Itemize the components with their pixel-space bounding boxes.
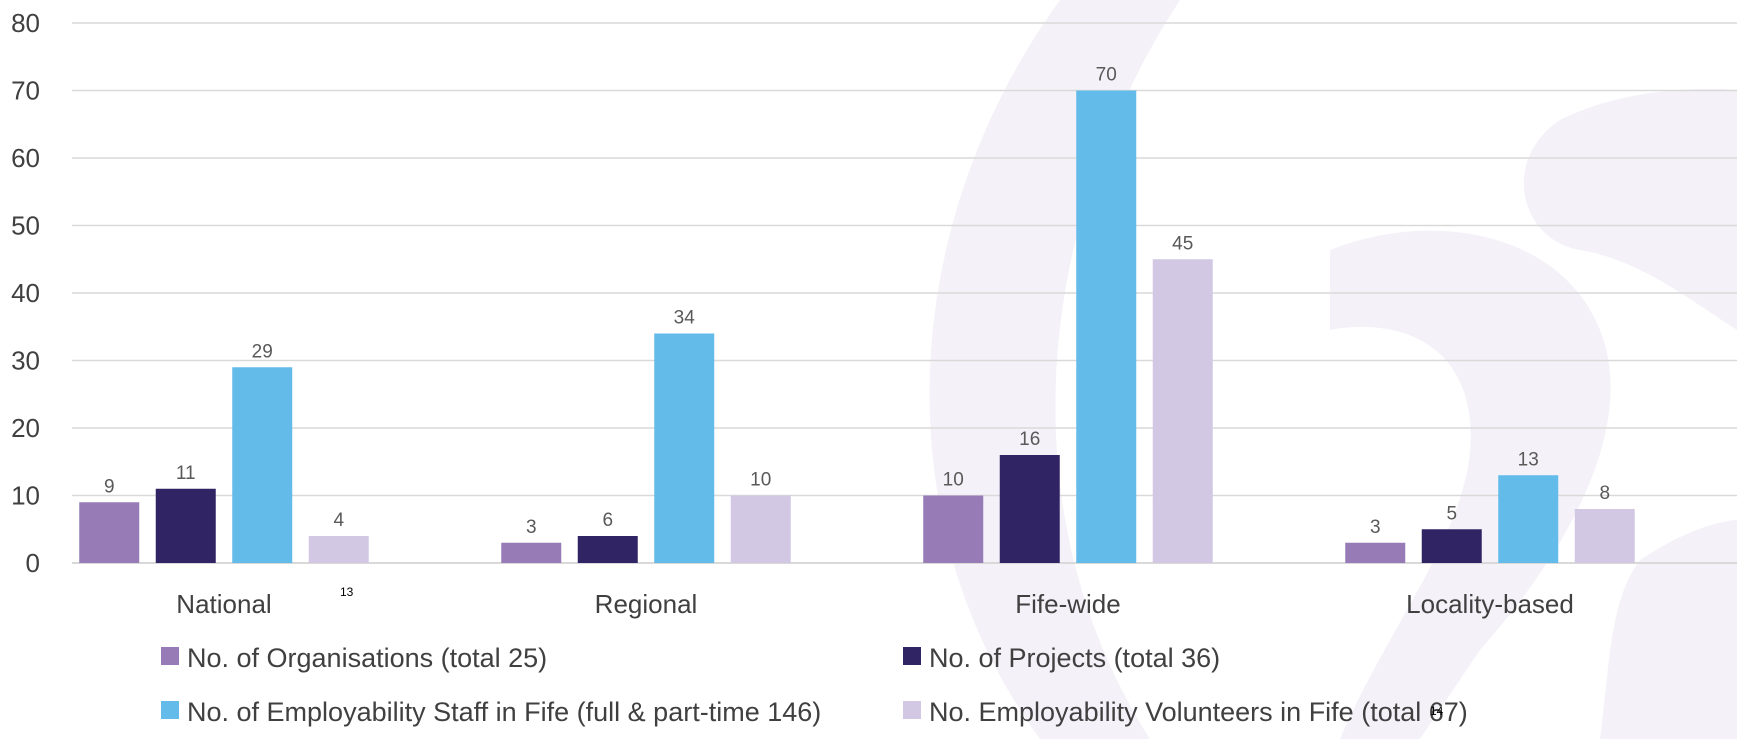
bar-s1-regional [501, 542, 562, 563]
bar-s1-fife-wide [923, 495, 984, 563]
bar-s3-national [232, 367, 293, 563]
y-tick-label-60: 60 [11, 143, 40, 173]
legend-entry-s4: No. Employability Volunteers in Fife (to… [929, 697, 1468, 727]
data-label-s4-locality-based: 8 [1599, 483, 1610, 504]
y-tick-label-10: 10 [11, 481, 40, 511]
y-tick-label-80: 80 [11, 8, 40, 38]
data-label-s4-national: 4 [333, 510, 344, 531]
bar-s2-regional [577, 536, 638, 563]
background-watermark [929, 0, 1737, 739]
bars [79, 90, 1635, 563]
y-tick-label-70: 70 [11, 76, 40, 106]
watermark-hand-shape [1330, 230, 1611, 739]
data-label-s1-regional: 3 [526, 517, 537, 538]
bar-s4-regional [730, 495, 791, 563]
footnote-marker-14: 14 [1430, 704, 1444, 718]
watermark-arc-shape [929, 0, 1180, 739]
bar-s1-locality-based [1345, 542, 1406, 563]
bar-s4-national [308, 536, 369, 563]
legend-swatch-s2 [903, 647, 921, 665]
category-label-national: National [176, 589, 271, 619]
legend-swatch-s1 [161, 647, 179, 665]
watermark-finger-shape [1523, 88, 1737, 330]
bar-s1-national [79, 502, 140, 563]
y-axis-tick-labels: 0 10 20 30 40 50 60 70 80 [11, 8, 40, 578]
bar-s4-locality-based [1574, 509, 1635, 563]
y-tick-label-20: 20 [11, 413, 40, 443]
bar-s3-fife-wide [1076, 90, 1137, 563]
data-labels: 9 3 10 3 11 6 16 5 29 34 70 13 4 10 45 8 [104, 65, 1610, 538]
watermark-corner-shape [1600, 520, 1737, 739]
legend-swatch-s3 [161, 701, 179, 719]
x-axis-category-labels: National Regional Fife-wide Locality-based 1… [176, 585, 1574, 619]
data-label-s3-regional: 34 [674, 308, 696, 329]
bar-s2-fife-wide [999, 455, 1060, 563]
data-label-s2-regional: 6 [602, 510, 613, 531]
data-label-s1-locality-based: 3 [1370, 517, 1381, 538]
bar-s3-locality-based [1498, 475, 1559, 563]
data-label-s3-locality-based: 13 [1518, 449, 1539, 470]
legend-swatch-s4 [903, 701, 921, 719]
data-label-s3-fife-wide: 70 [1096, 65, 1117, 86]
legend: No. of Organisations (total 25) No. of Pr… [161, 643, 1468, 727]
category-label-regional: Regional [595, 589, 698, 619]
bar-s2-locality-based [1421, 529, 1482, 563]
data-label-s4-regional: 10 [750, 470, 771, 491]
legend-entry-s2: No. of Projects (total 36) [929, 643, 1220, 673]
legend-entry-s3: No. of Employability Staff in Fife (full… [187, 697, 821, 727]
bar-s2-national [155, 488, 216, 563]
data-label-s1-national: 9 [104, 476, 115, 497]
footnote-marker-13: 13 [340, 585, 354, 599]
data-label-s2-locality-based: 5 [1446, 503, 1457, 524]
category-label-locality-based: Locality-based [1406, 589, 1574, 619]
bar-s3-regional [654, 333, 715, 563]
data-label-s4-fife-wide: 45 [1172, 233, 1193, 254]
category-label-fife-wide: Fife-wide [1015, 589, 1120, 619]
legend-entry-s1: No. of Organisations (total 25) [187, 643, 547, 673]
y-tick-label-30: 30 [11, 346, 40, 376]
y-tick-label-50: 50 [11, 211, 40, 241]
data-label-s2-national: 11 [176, 463, 196, 484]
y-tick-label-40: 40 [11, 278, 40, 308]
bar-s4-fife-wide [1152, 259, 1213, 563]
data-label-s3-national: 29 [252, 341, 273, 362]
data-label-s1-fife-wide: 10 [943, 470, 964, 491]
y-tick-label-0: 0 [26, 548, 40, 578]
data-label-s2-fife-wide: 16 [1019, 429, 1040, 450]
